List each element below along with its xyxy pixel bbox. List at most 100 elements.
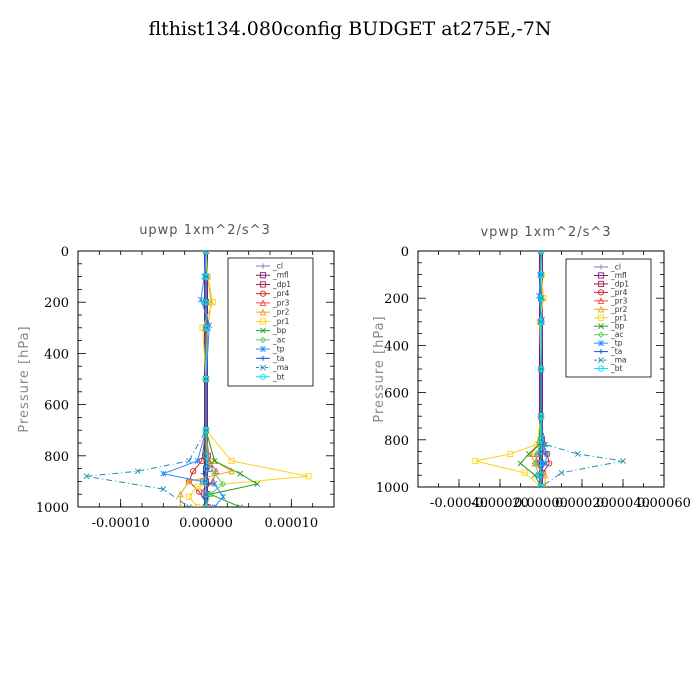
data-point_pr2: [211, 457, 218, 464]
y-tick-label: 0: [401, 245, 409, 260]
data-point_ma: [83, 473, 90, 480]
legend-marker: [598, 264, 604, 270]
legend-label: _cl: [272, 262, 283, 271]
legend-marker: [260, 327, 266, 334]
data-point_ma: [160, 486, 167, 492]
legend-box: [565, 258, 652, 378]
y-tick-label: 1000: [376, 481, 409, 496]
legend-label: _bp: [610, 322, 625, 331]
data-point_ma: [620, 458, 626, 464]
data-point_ta: [200, 471, 207, 477]
legend-label: _pr4: [272, 289, 290, 298]
legend-label: _ma: [610, 356, 627, 365]
y-tick-label: 400: [44, 347, 69, 362]
legend-marker: [259, 272, 267, 279]
legend-label: _pr2: [272, 308, 290, 317]
data-point_ma: [574, 451, 581, 457]
data-point_bt: [537, 413, 545, 420]
legend-label: _ma: [272, 363, 289, 372]
legend-label: _pr4: [610, 288, 628, 297]
legend-marker: [598, 323, 604, 330]
legend-label: _ac: [272, 335, 285, 344]
data-point_pr1: [472, 457, 479, 465]
data-point_pr1: [521, 469, 528, 476]
data-point_ma: [542, 441, 549, 448]
data-point_tp: [544, 451, 551, 457]
data-point_bt: [537, 483, 545, 487]
data-point_bp: [211, 458, 218, 464]
data-point_bt: [202, 375, 210, 383]
legend-marker: [597, 305, 605, 313]
data-point_bp: [254, 481, 261, 487]
legend-label: _bp: [272, 326, 287, 335]
data-point_bt: [537, 472, 545, 479]
legend-marker: [259, 373, 267, 380]
legend-label: _tp: [272, 345, 285, 354]
data-point_bt: [202, 299, 210, 306]
x-tick-label: 0.00040: [596, 496, 650, 511]
data-point_bt: [202, 324, 210, 331]
legend-marker: [259, 308, 267, 316]
legend-label: _pr1: [610, 313, 628, 322]
legend: _cl_mfl_dp1_pr4_pr3_pr2_pr1_bp_ac_tp_ta_…: [227, 257, 314, 387]
legend-marker: [597, 297, 605, 304]
chart-panel-upwp: upwp 1xm^2/s^3 Pressure [hPa] 0 200 400 600 80…: [17, 223, 335, 531]
data-point_pr1: [305, 473, 312, 480]
data-point_tp: [211, 481, 218, 487]
series-line_ma: [86, 251, 207, 507]
y-tick-label: 400: [384, 339, 409, 354]
data-point_bp: [237, 470, 244, 477]
data-point_bt: [202, 452, 210, 459]
chart-panel-vpwp: vpwp 1xm^2/s^3 Pressure [hPa] 0 200 400 600 80…: [372, 225, 691, 511]
x-tick-label: -0.00010: [92, 516, 150, 531]
data-point_ac: [533, 450, 541, 458]
x-tick-label: -0.00040: [430, 496, 488, 511]
data-point_bp: [517, 460, 524, 467]
data-point_tp: [220, 493, 226, 500]
legend-marker: [259, 281, 267, 288]
legend-label: _dp1: [610, 279, 629, 288]
data-point_bt: [202, 251, 210, 255]
legend-label: _pr2: [610, 305, 628, 314]
data-point_ma: [134, 468, 141, 475]
data-point_pr1: [209, 299, 216, 306]
series-group: [83, 251, 312, 507]
data-point_bt: [537, 295, 545, 302]
data-point_ac: [531, 460, 539, 467]
legend-marker: [259, 318, 267, 325]
data-point_bt: [203, 465, 210, 472]
series-line_bt: [540, 251, 542, 487]
data-point_pr2: [228, 467, 235, 475]
data-point_pr4: [546, 460, 553, 467]
data-point_bt: [537, 251, 545, 255]
data-point_tp: [211, 504, 218, 507]
x-tick-label: 0.00010: [264, 516, 318, 531]
data-point_ma: [186, 458, 192, 464]
legend-marker: [597, 365, 605, 372]
y-tick-label: 800: [44, 450, 69, 465]
data-point_bt: [537, 318, 545, 325]
data-point_ac: [202, 503, 210, 507]
legend-marker: [259, 336, 267, 344]
y-axis-label: Pressure [hPa]: [17, 325, 32, 432]
data-point_tp: [160, 470, 167, 477]
data-point_bt: [538, 448, 545, 455]
data-point_bt: [537, 365, 545, 373]
legend-marker: [597, 314, 605, 321]
legend-marker: [260, 355, 266, 361]
legend-label: _pr3: [272, 298, 290, 307]
data-point_bt: [537, 271, 545, 278]
data-point_bp: [237, 504, 244, 507]
data-point_pr4: [190, 468, 197, 475]
y-tick-label: 800: [384, 434, 409, 449]
x-tick-label: 0.00000: [514, 496, 568, 511]
data-point_ma: [186, 504, 192, 507]
data-point_ac: [219, 480, 227, 488]
x-tick-label: 0.00060: [637, 496, 691, 511]
legend-marker: [598, 357, 604, 363]
data-point_ac: [537, 483, 545, 487]
data-point_bt: [202, 478, 209, 485]
legend-marker: [598, 340, 604, 347]
data-point_tp: [197, 296, 204, 303]
data-point_pr1: [194, 503, 201, 507]
